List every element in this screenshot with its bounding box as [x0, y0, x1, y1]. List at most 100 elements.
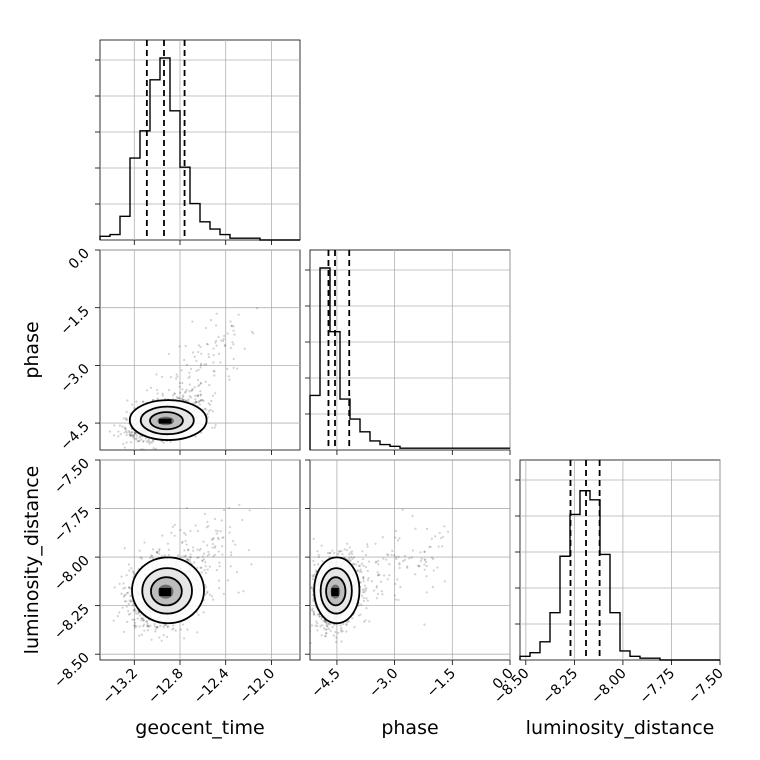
scatter-geocent-time-vs-luminosity-distance-point	[206, 590, 209, 593]
scatter-geocent-time-vs-luminosity-distance-point	[187, 549, 190, 552]
scatter-geocent-time-vs-luminosity-distance-point	[122, 595, 126, 598]
scatter-geocent-time-vs-phase-point	[149, 441, 152, 444]
scatter-geocent-time-vs-phase-point	[184, 344, 187, 348]
scatter-geocent-time-vs-luminosity-distance-point	[187, 558, 190, 561]
xlabel-phase: phase	[381, 717, 438, 739]
scatter-geocent-time-vs-phase-point	[137, 439, 140, 443]
scatter-phase-vs-luminosity-distance-point	[403, 558, 407, 561]
scatter-phase-vs-luminosity-distance-point	[314, 624, 317, 627]
scatter-geocent-time-vs-phase-point	[151, 439, 155, 442]
scatter-phase-vs-luminosity-distance-point	[437, 545, 440, 548]
scatter-phase-vs-luminosity-distance-point	[316, 629, 319, 632]
scatter-geocent-time-vs-luminosity-distance-point	[182, 555, 185, 558]
scatter-geocent-time-vs-phase-point	[213, 426, 217, 429]
scatter-geocent-time-vs-phase-point	[243, 347, 246, 350]
scatter-geocent-time-vs-luminosity-distance-point	[141, 617, 144, 620]
scatter-geocent-time-vs-phase-point	[200, 362, 203, 365]
scatter-geocent-time-vs-luminosity-distance-point	[123, 586, 127, 589]
scatter-geocent-time-vs-luminosity-distance-point	[122, 587, 125, 590]
scatter-geocent-time-vs-luminosity-distance-point	[138, 625, 141, 628]
scatter-phase-vs-luminosity-distance-point	[359, 613, 362, 616]
scatter-phase-vs-luminosity-distance-point	[377, 563, 380, 566]
scatter-geocent-time-vs-phase-point	[129, 432, 132, 435]
scatter-geocent-time-vs-phase-point	[215, 344, 218, 347]
scatter-phase-vs-luminosity-distance-point	[367, 560, 371, 563]
scatter-geocent-time-vs-luminosity-distance-point	[183, 531, 186, 535]
scatter-geocent-time-vs-luminosity-distance-point	[210, 538, 213, 541]
scatter-geocent-time-vs-luminosity-distance-point	[228, 525, 232, 529]
scatter-geocent-time-vs-luminosity-distance-point	[196, 529, 199, 533]
scatter-geocent-time-vs-luminosity-distance-point	[211, 538, 215, 541]
scatter-phase-vs-luminosity-distance-point	[333, 551, 336, 555]
scatter-phase-vs-luminosity-distance-point	[363, 588, 366, 591]
scatter-geocent-time-vs-luminosity-distance-point	[125, 605, 128, 608]
scatter-phase-vs-luminosity-distance-point	[346, 620, 349, 623]
scatter-phase-vs-luminosity-distance-point	[355, 569, 359, 572]
scatter-phase-vs-luminosity-distance-point	[441, 535, 445, 538]
scatter-geocent-time-vs-luminosity-distance-point	[212, 537, 215, 540]
scatter-phase-vs-luminosity-distance-point	[358, 570, 361, 573]
scatter-phase-vs-luminosity-distance-point	[408, 557, 411, 560]
scatter-geocent-time-vs-luminosity-distance-point	[156, 551, 159, 555]
scatter-geocent-time-vs-phase-point	[212, 361, 215, 364]
scatter-phase-vs-luminosity-distance-point	[329, 622, 332, 625]
scatter-geocent-time-vs-luminosity-distance-point	[181, 623, 184, 626]
scatter-phase-vs-luminosity-distance-point	[423, 558, 426, 561]
scatter-phase-vs-luminosity-distance-point	[352, 563, 356, 566]
scatter-phase-vs-luminosity-distance-point	[333, 623, 336, 626]
scatter-geocent-time-vs-phase-point	[123, 426, 126, 429]
scatter-geocent-time-vs-phase-point	[124, 418, 128, 421]
scatter-geocent-time-vs-phase-point	[152, 440, 155, 443]
scatter-phase-vs-luminosity-distance	[305, 459, 511, 665]
scatter-geocent-time-vs-luminosity-distance-point	[127, 563, 131, 566]
scatter-geocent-time-vs-phase-point	[144, 437, 148, 440]
scatter-phase-vs-luminosity-distance-point	[363, 590, 366, 593]
scatter-phase-vs-luminosity-distance-point	[327, 627, 330, 630]
scatter-geocent-time-vs-phase-point	[199, 390, 202, 393]
scatter-geocent-time-vs-phase-point	[213, 370, 216, 373]
scatter-geocent-time-vs-phase-point	[215, 312, 218, 315]
scatter-phase-vs-luminosity-distance-point	[348, 556, 351, 560]
scatter-phase-vs-luminosity-distance-point	[364, 619, 367, 622]
scatter-phase-vs-luminosity-distance-point	[357, 569, 360, 572]
scatter-geocent-time-vs-phase-point	[188, 383, 191, 386]
scatter-geocent-time-vs-phase-point	[147, 440, 150, 443]
scatter-phase-vs-luminosity-distance-point	[403, 554, 406, 558]
scatter-geocent-time-vs-luminosity-distance-point	[140, 557, 143, 560]
scatter-geocent-time-vs-luminosity-distance-point	[130, 599, 133, 602]
scatter-geocent-time-vs-luminosity-distance-point	[138, 549, 141, 552]
scatter-geocent-time-vs-luminosity-distance-point	[207, 525, 210, 528]
scatter-phase-vs-luminosity-distance-point	[425, 575, 428, 578]
scatter-geocent-time-vs-phase-point	[167, 352, 171, 356]
scatter-geocent-time-vs-luminosity-distance-point	[192, 546, 195, 549]
scatter-geocent-time-vs-phase-point	[237, 313, 240, 316]
scatter-phase-vs-luminosity-distance-point	[324, 634, 327, 637]
scatter-geocent-time-vs-luminosity-distance-point	[201, 559, 204, 562]
ylabel-luminosity-distance: luminosity_distance	[21, 466, 43, 655]
scatter-geocent-time-vs-luminosity-distance-point	[160, 639, 163, 642]
scatter-geocent-time-vs-luminosity-distance-point	[211, 598, 215, 601]
scatter-geocent-time-vs-luminosity-distance-point	[206, 554, 209, 557]
scatter-phase-vs-luminosity-distance-point	[310, 609, 314, 612]
scatter-geocent-time-vs-phase-point	[191, 320, 194, 323]
scatter-geocent-time-vs-luminosity-distance-point	[166, 542, 170, 545]
scatter-phase-vs-luminosity-distance-point	[312, 575, 315, 578]
scatter-phase-vs-luminosity-distance-point	[363, 584, 367, 587]
scatter-geocent-time-vs-phase-point	[182, 398, 185, 402]
scatter-geocent-time-vs-phase-point	[123, 446, 126, 449]
scatter-geocent-time-vs-luminosity-distance-point	[149, 624, 152, 627]
scatter-phase-vs-luminosity-distance-point	[345, 630, 348, 633]
scatter-phase-vs-luminosity-distance-point	[317, 563, 320, 566]
scatter-geocent-time-vs-phase-point	[188, 390, 191, 393]
scatter-geocent-time-vs-luminosity-distance-point	[160, 555, 164, 558]
scatter-geocent-time-vs-phase-point	[203, 363, 206, 366]
scatter-geocent-time-vs-phase-point	[148, 442, 151, 445]
scatter-geocent-time-vs-phase-point	[196, 394, 200, 397]
scatter-geocent-time-vs-phase-point	[221, 339, 225, 342]
scatter-geocent-time-vs-phase-point	[130, 431, 133, 434]
scatter-geocent-time-vs-luminosity-distance-point	[237, 591, 240, 594]
scatter-geocent-time-vs-luminosity-distance-point	[235, 571, 239, 574]
scatter-geocent-time-vs-luminosity-distance-point	[118, 582, 121, 585]
scatter-phase-vs-luminosity-distance-point	[428, 545, 431, 549]
scatter-geocent-time-vs-luminosity-distance-point	[217, 530, 220, 533]
